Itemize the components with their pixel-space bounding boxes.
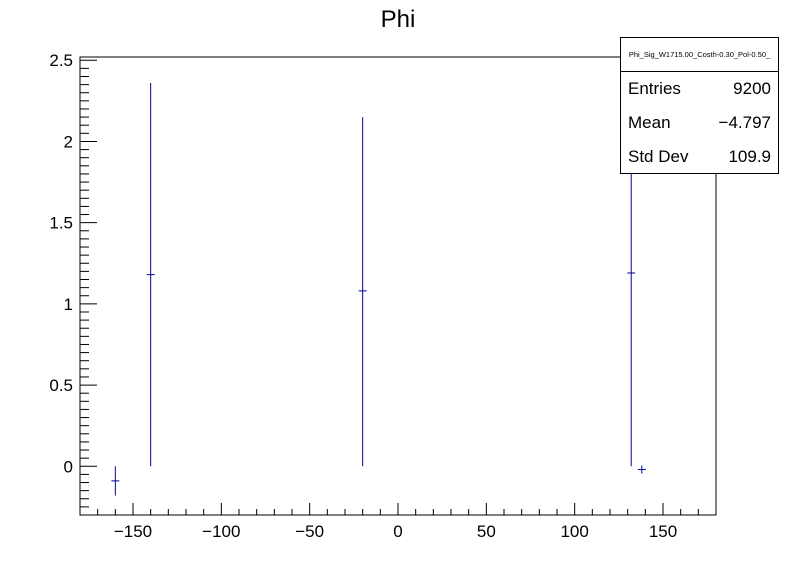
stats-row-stddev: Std Dev 109.9 (621, 140, 778, 174)
data-point (637, 465, 646, 474)
stats-mean-value: −4.797 (718, 113, 771, 132)
stats-entries-value: 9200 (733, 79, 771, 98)
stats-stddev-label: Std Dev (628, 147, 689, 166)
data-point (358, 117, 367, 467)
x-tick-label: −100 (202, 522, 240, 541)
y-tick-label: 0 (64, 457, 73, 476)
y-tick-label: 2 (64, 132, 73, 151)
y-tick-label: 1.5 (49, 214, 73, 233)
chart-title: Phi (380, 6, 416, 33)
x-tick-label: 150 (649, 522, 677, 541)
stats-stddev-value: 109.9 (728, 147, 771, 166)
stats-box: Phi_Sig_W1715.00_Costh-0.30_Pol-0.50_ En… (620, 37, 779, 174)
stats-histogram-name: Phi_Sig_W1715.00_Costh-0.30_Pol-0.50_ (621, 38, 778, 72)
y-tick-label: 1 (64, 295, 73, 314)
x-tick-label: −150 (114, 522, 152, 541)
x-tick-label: 100 (560, 522, 588, 541)
y-tick-label: 2.5 (49, 51, 73, 70)
y-tick-label: 0.5 (49, 376, 73, 395)
stats-entries-label: Entries (628, 79, 681, 98)
data-point (111, 466, 120, 496)
x-tick-label: 0 (393, 522, 402, 541)
data-point (146, 82, 155, 467)
x-tick-label: 50 (477, 522, 496, 541)
x-axis: −150 −100 −50 0 50 100 150 (79, 503, 717, 541)
stats-row-mean: Mean −4.797 (621, 106, 778, 140)
stats-mean-label: Mean (628, 113, 671, 132)
stats-row-entries: Entries 9200 (621, 72, 778, 106)
y-axis: 0 0.5 1 1.5 2 2.5 (49, 51, 97, 516)
x-tick-label: −50 (295, 522, 324, 541)
data-points (111, 79, 646, 496)
